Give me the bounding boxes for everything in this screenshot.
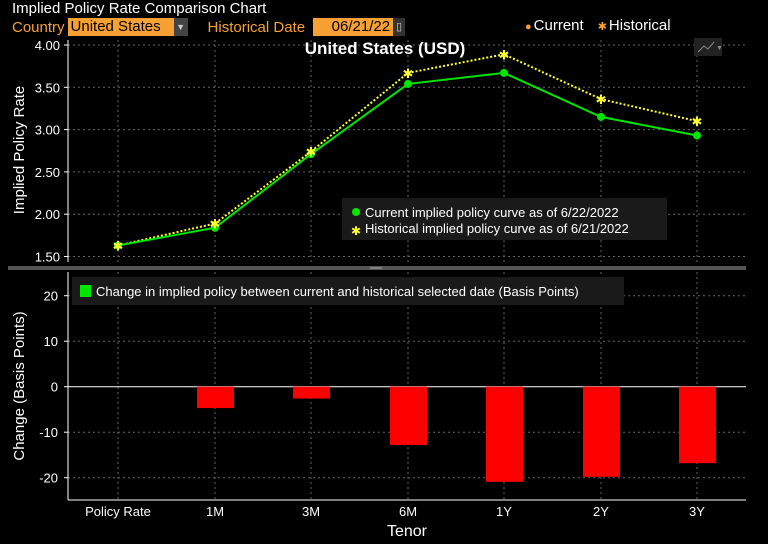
current-point — [500, 68, 508, 77]
x-tick-label: 3M — [302, 504, 320, 519]
x-tick-label: 1M — [206, 504, 224, 519]
historical-point: ✱ — [113, 239, 124, 254]
legend-historical: ✱ Historical — [598, 17, 671, 34]
historical-point: ✱ — [403, 66, 414, 81]
historical-line — [117, 53, 698, 247]
x-tick-label: Policy Rate — [85, 504, 151, 519]
x-axis-label: Tenor — [387, 523, 428, 540]
y-tick-label: 3.50 — [35, 80, 60, 95]
bar — [486, 386, 523, 482]
y-tick-label: 4.00 — [35, 38, 60, 53]
y-axis-label: Implied Policy Rate — [11, 86, 28, 214]
line-chart-icon — [697, 41, 715, 53]
historical-point: ✱ — [692, 114, 703, 129]
historical-point: ✱ — [306, 145, 317, 160]
legend-historical-label: Historical — [608, 17, 671, 34]
y-tick-label: -20 — [39, 471, 58, 486]
current-point — [404, 79, 412, 88]
current-point — [307, 150, 315, 159]
top-legend: ● Current ✱ Historical — [525, 17, 671, 34]
legend-historical-label: Historical implied policy curve as of 6/… — [365, 221, 629, 236]
bar — [679, 386, 716, 464]
historical-point: ✱ — [210, 217, 221, 232]
toolbar: Country United States ▼ Historical Date … — [12, 17, 406, 37]
y-tick-label: 3.00 — [35, 123, 60, 138]
y-tick-label: 20 — [44, 289, 58, 304]
legend-current-label: Current implied policy curve as of 6/22/… — [365, 205, 619, 220]
chevron-down-icon: ▼ — [716, 45, 723, 52]
y-tick-label: 1.50 — [35, 250, 60, 265]
window-title: Implied Policy Rate Comparison Chart — [12, 0, 267, 17]
x-tick-label: 2Y — [593, 504, 609, 519]
asterisk-icon: ✱ — [597, 21, 607, 33]
current-point — [693, 131, 701, 140]
bar — [197, 386, 234, 409]
chevron-down-icon[interactable]: ▼ — [173, 18, 188, 36]
bar — [390, 386, 427, 445]
bar — [583, 386, 620, 477]
y-tick-label: -10 — [39, 425, 58, 440]
current-point — [114, 241, 122, 250]
y-tick-label: 2.50 — [35, 165, 60, 180]
country-select[interactable]: United States — [67, 18, 174, 36]
country-label: Country — [12, 18, 65, 36]
legend-swatch — [80, 285, 91, 297]
historical-date-input[interactable]: 06/21/22 — [313, 18, 394, 36]
legend-asterisk-icon: ✱ — [351, 224, 361, 238]
calendar-icon[interactable]: ▯ — [393, 18, 406, 36]
x-tick-label: 6M — [399, 504, 417, 519]
y-tick-label: 2.00 — [35, 207, 60, 222]
legend-current: ● Current — [525, 17, 584, 34]
bar-legend-label: Change in implied policy between current… — [96, 284, 579, 299]
current-point — [211, 223, 219, 232]
legend-current-label: Current — [533, 17, 584, 34]
y-axis-label: Change (Basis Points) — [11, 311, 28, 460]
current-point — [597, 112, 605, 121]
bar-legend-box — [72, 277, 624, 305]
chart-type-button — [694, 38, 722, 56]
x-tick-label: 3Y — [689, 504, 705, 519]
chart-title: United States (USD) — [305, 39, 466, 58]
x-tick-label: 1Y — [496, 504, 512, 519]
dot-icon: ● — [525, 21, 532, 33]
historical-point: ✱ — [596, 92, 607, 107]
line-legend-box — [342, 198, 667, 240]
y-tick-label: 0 — [51, 380, 58, 395]
historical-date-label: Historical Date — [207, 18, 306, 36]
historical-point: ✱ — [499, 47, 510, 62]
legend-dot-icon — [352, 208, 360, 216]
bar — [293, 386, 330, 399]
y-tick-label: 10 — [44, 334, 58, 349]
